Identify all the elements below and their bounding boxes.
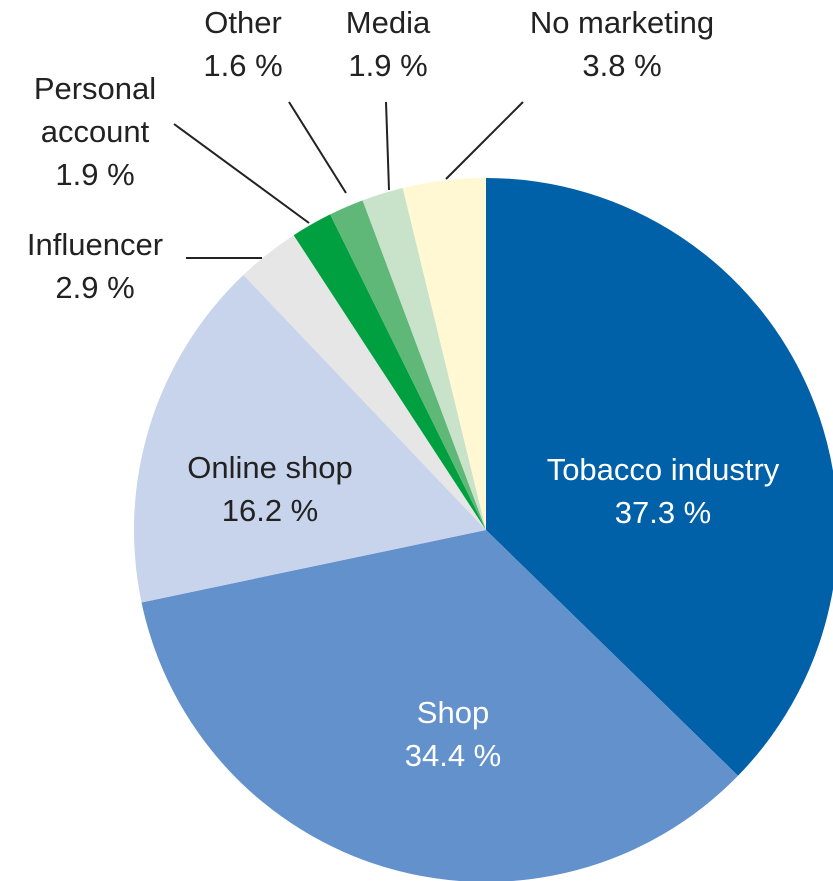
pie-slice [141,530,739,881]
pie-slice [330,200,486,530]
leader-lines [173,101,524,259]
slice-label: Personal account 1.9 % [10,67,180,196]
slice-label: Media 1.9 % [313,1,463,87]
value-label: 2.9 % [55,270,135,305]
category-label: Online shop [187,450,353,485]
value-label: 3.8 % [582,48,662,83]
category-label: Other [204,5,282,40]
category-label: Tobacco industry [546,452,780,487]
category-label: No marketing [529,5,715,40]
slice-label: Shop 34.4 % [353,691,553,777]
value-label: 1.9 % [348,48,428,83]
pie-slice [402,178,486,530]
pie-slice [293,214,486,530]
category-label: Influencer [26,227,164,262]
category-label: Shop [416,695,490,730]
value-label: 1.6 % [203,48,283,83]
leader-line [288,101,347,194]
pie-slice [134,274,486,603]
leader-line [385,101,390,191]
value-label: 16.2 % [221,493,319,528]
slice-label: No marketing 3.8 % [492,1,752,87]
leader-line [173,123,310,224]
value-label: 1.9 % [55,157,135,192]
leader-line [445,101,524,180]
category-label: Personal account [33,71,157,149]
slice-label: Other 1.6 % [168,1,318,87]
slice-label: Online shop 16.2 % [150,446,390,532]
value-label: 34.4 % [404,738,502,773]
slice-label: Influencer 2.9 % [0,223,190,309]
value-label: 37.3 % [614,495,712,530]
pie-slice [362,187,486,530]
pie-slice [486,178,833,776]
slice-label: Tobacco industry 37.3 % [503,448,823,534]
pie-slice [243,235,486,530]
category-label: Media [345,5,431,40]
